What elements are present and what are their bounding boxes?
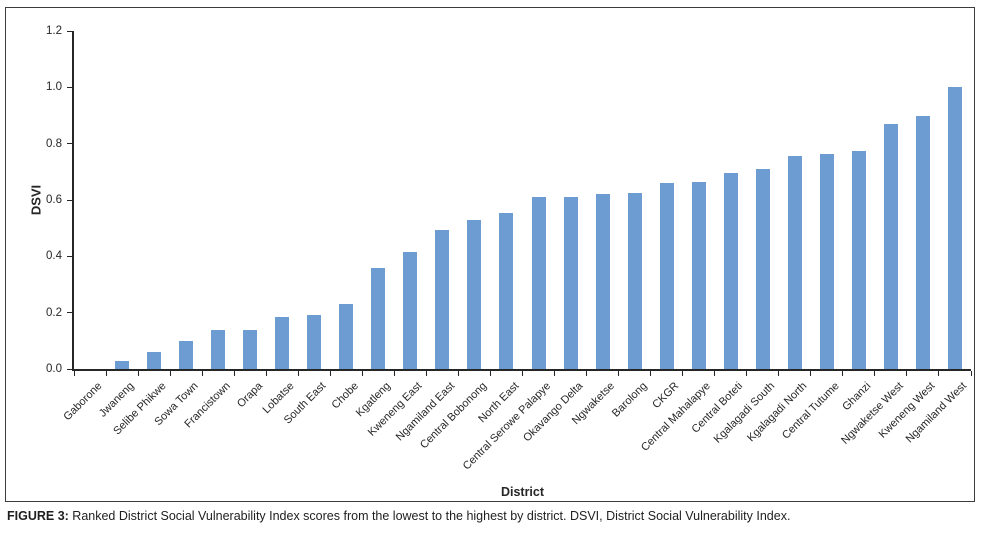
bar [883, 123, 898, 369]
x-axis-tick [361, 371, 363, 376]
x-axis-title: District [500, 485, 545, 499]
x-axis-tick [714, 371, 716, 376]
bar [563, 197, 578, 369]
bar [851, 150, 866, 369]
bar [755, 169, 770, 369]
x-axis-tick [586, 371, 588, 376]
x-axis-tick [201, 371, 203, 376]
y-axis-tick [67, 86, 72, 88]
bar [659, 183, 674, 369]
caption-label: FIGURE 3: [7, 509, 69, 523]
x-axis-tick [810, 371, 812, 376]
x-axis-tick [169, 371, 171, 376]
bar [499, 212, 514, 369]
bar [915, 115, 930, 369]
bar [595, 194, 610, 369]
bar [627, 192, 642, 369]
x-category-label: Central Tutume [779, 380, 842, 442]
x-axis-tick [778, 371, 780, 376]
x-axis-tick [618, 371, 620, 376]
x-axis-tick [906, 371, 908, 376]
bar [147, 352, 162, 369]
y-axis-tick [67, 143, 72, 145]
bar [467, 219, 482, 369]
y-tick-label: 0.6 [46, 194, 62, 206]
bar [787, 156, 802, 369]
x-axis-tick [393, 371, 395, 376]
figure-panel: DSVI 0.0 0.2 0.4 0.6 0.8 1.0 1.2 Gaborone Jwanen… [5, 7, 975, 502]
bar [307, 315, 322, 369]
x-axis-tick [938, 371, 940, 376]
y-tick-label: 0.8 [46, 137, 62, 150]
x-axis-tick [329, 371, 331, 376]
y-tick-label: 1.0 [46, 81, 62, 94]
x-axis-tick [522, 371, 523, 376]
x-axis-tick [457, 371, 459, 376]
y-tick-label: 0.4 [46, 250, 62, 263]
bar [211, 329, 226, 369]
bar [403, 252, 418, 369]
x-axis-tick [746, 371, 748, 376]
x-axis-tick [297, 371, 299, 376]
bar [947, 87, 962, 369]
x-axis-tick [105, 371, 107, 376]
x-axis-tick [554, 371, 556, 376]
x-axis-tick [137, 371, 139, 376]
y-tick-label: 0.0 [46, 363, 62, 375]
y-tick-label: 1.2 [46, 25, 62, 37]
y-axis-tick [67, 312, 72, 314]
y-axis-tick [67, 368, 72, 370]
x-axis-tick [73, 371, 75, 376]
x-axis-tick [682, 371, 684, 376]
bar [275, 316, 290, 369]
x-axis-tick [874, 371, 876, 376]
x-axis-tick [650, 371, 652, 376]
bar [691, 181, 706, 369]
bar [435, 229, 450, 369]
bar [179, 340, 194, 369]
x-axis-tick [265, 371, 267, 376]
y-axis-tick [67, 255, 72, 257]
bar [243, 329, 258, 369]
plot-area: 0.0 0.2 0.4 0.6 0.8 1.0 1.2 Gaborone Jwaneng Seli… [46, 25, 972, 472]
bar [371, 267, 386, 369]
x-axis-tick [489, 371, 491, 376]
bar [723, 173, 738, 369]
y-tick-label: 0.2 [46, 306, 62, 319]
caption-text: Ranked District Social Vulnerability Ind… [72, 509, 791, 523]
bar [115, 360, 130, 369]
x-axis-tick [842, 371, 844, 376]
x-category-label: Barolong [609, 380, 650, 420]
bar [819, 153, 834, 369]
bar [339, 304, 354, 369]
x-axis-tick [425, 371, 427, 376]
bar [531, 197, 546, 369]
x-category-label: Gaborone [61, 380, 105, 424]
x-axis-tick [233, 371, 235, 376]
y-axis-tick [67, 199, 72, 201]
y-axis-tick [67, 30, 72, 32]
x-axis-tick [970, 371, 972, 376]
figure-caption: FIGURE 3: Ranked District Social Vulnera… [7, 508, 979, 524]
